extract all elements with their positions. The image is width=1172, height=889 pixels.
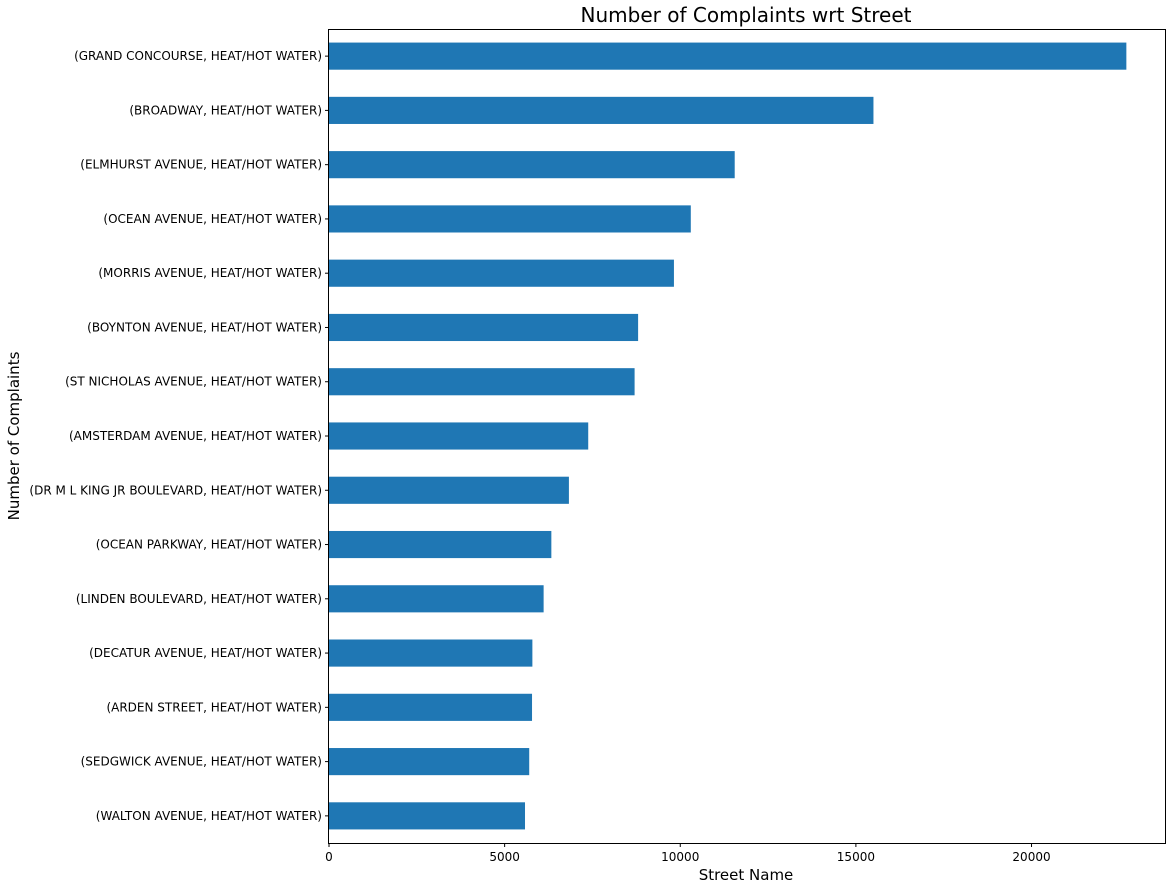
category-label: (BROADWAY, HEAT/HOT WATER) (129, 103, 322, 117)
y-axis-label: Number of Complaints (5, 351, 23, 520)
x-tick-label: 5000 (489, 850, 520, 864)
bar (329, 639, 533, 667)
category-label: (DECATUR AVENUE, HEAT/HOT WATER) (89, 646, 322, 660)
bars-group (329, 42, 1127, 830)
category-labels: (GRAND CONCOURSE, HEAT/HOT WATER) (BROADW… (29, 49, 329, 823)
bar (329, 476, 569, 504)
category-label: (GRAND CONCOURSE, HEAT/HOT WATER) (74, 49, 322, 63)
plot-frame (328, 29, 1166, 844)
bar (329, 422, 589, 450)
category-label: (SEDGWICK AVENUE, HEAT/HOT WATER) (81, 755, 322, 769)
bar (329, 368, 635, 396)
category-label: (AMSTERDAM AVENUE, HEAT/HOT WATER) (69, 429, 322, 443)
bar (329, 530, 552, 559)
bar (329, 693, 533, 721)
bar (329, 748, 530, 776)
bar (329, 42, 1127, 70)
category-label: (OCEAN AVENUE, HEAT/HOT WATER) (103, 212, 322, 226)
category-label: (MORRIS AVENUE, HEAT/HOT WATER) (98, 266, 322, 280)
x-axis-label: Street Name (699, 866, 794, 884)
bar (329, 151, 735, 179)
bar (329, 259, 674, 287)
chart-title: Number of Complaints wrt Street (581, 3, 912, 27)
x-tick-label: 0 (325, 850, 333, 864)
x-tick-label: 15000 (837, 850, 875, 864)
bar (329, 802, 526, 830)
bar (329, 585, 544, 613)
bar (329, 205, 691, 233)
category-label: (WALTON AVENUE, HEAT/HOT WATER) (96, 809, 322, 823)
x-tick-label: 10000 (661, 850, 699, 864)
category-label: (LINDEN BOULEVARD, HEAT/HOT WATER) (76, 592, 322, 606)
category-label: (BOYNTON AVENUE, HEAT/HOT WATER) (87, 320, 322, 334)
category-label: (ARDEN STREET, HEAT/HOT WATER) (106, 700, 322, 714)
category-label: (OCEAN PARKWAY, HEAT/HOT WATER) (96, 538, 322, 552)
category-label: (ELMHURST AVENUE, HEAT/HOT WATER) (80, 158, 322, 172)
x-axis-ticks: 0 5000 10000 15000 20000 (325, 843, 1051, 864)
category-label: (DR M L KING JR BOULEVARD, HEAT/HOT WATE… (29, 483, 322, 497)
category-label: (ST NICHOLAS AVENUE, HEAT/HOT WATER) (65, 375, 322, 389)
x-tick-label: 20000 (1012, 850, 1050, 864)
bar (329, 313, 639, 342)
bar (329, 96, 874, 124)
